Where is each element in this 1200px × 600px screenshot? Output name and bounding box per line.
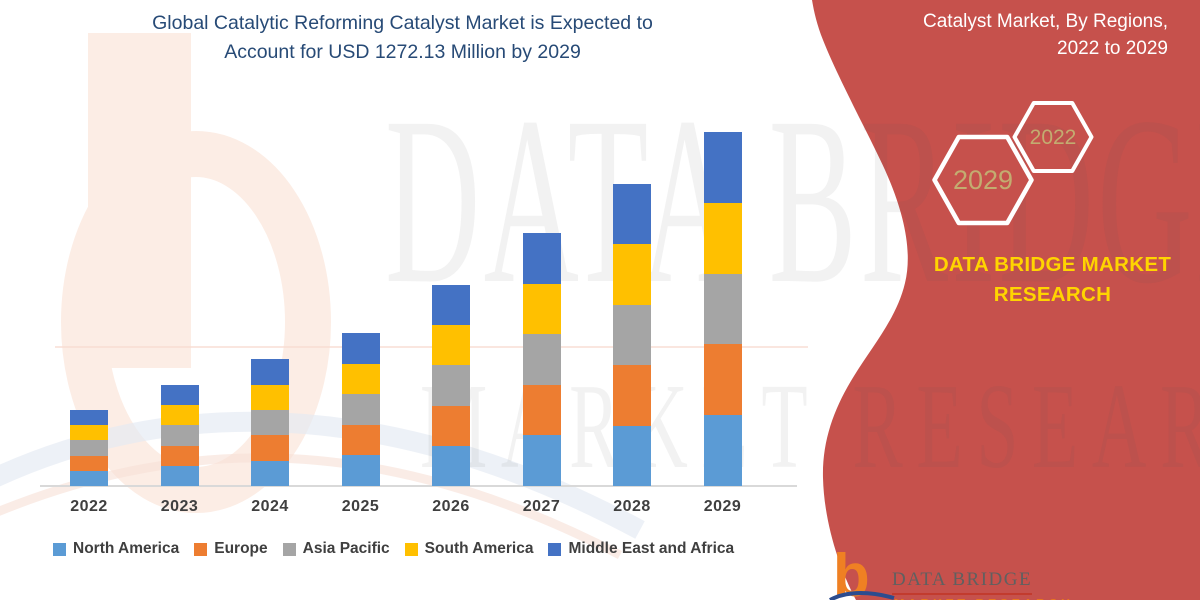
side-panel-heading: Catalyst Market, By Regions, 2022 to 202… (923, 8, 1168, 62)
bar-segment (522, 233, 561, 284)
legend-marker (548, 542, 562, 556)
watermark-logo-bowl (61, 131, 331, 513)
bar-segment (251, 435, 289, 461)
year-hexagons: 2022 2029 (932, 101, 1094, 226)
bar-segment (522, 334, 561, 385)
chart-title-line2: Account for USD 1272.13 Million by 2029 (224, 41, 581, 63)
chart-title: Global Catalytic Reforming Catalyst Mark… (55, 9, 750, 67)
bar-segment (703, 344, 742, 416)
legend-marker (194, 542, 208, 556)
bar-2024 (251, 359, 289, 486)
legend-item: Europe (194, 540, 268, 558)
chart-title-line1: Global Catalytic Reforming Catalyst Mark… (152, 12, 653, 34)
bar-segment (70, 455, 108, 471)
bar-2023 (160, 384, 199, 486)
panel-brand-text: DATA BRIDGE MARKET RESEARCH (930, 250, 1175, 310)
bar-segment (432, 405, 470, 446)
bar-segment (522, 283, 561, 335)
bar-2025 (341, 332, 380, 486)
side-panel-background (812, 0, 1200, 600)
bar-segment (522, 435, 561, 486)
bar-segment (160, 384, 199, 405)
hexagon-2029-label: 2029 (953, 165, 1013, 195)
panel-brand-line1: DATA BRIDGE MARKET (933, 253, 1172, 276)
hexagon-2022 (1012, 101, 1094, 173)
legend-marker (282, 542, 296, 556)
bar-2026 (432, 285, 470, 486)
bar-2028 (613, 183, 651, 486)
footer-logo-b-icon: b (833, 542, 870, 600)
x-axis-label: 2027 (522, 498, 561, 515)
x-axis-line (40, 485, 797, 487)
bar-segment (160, 425, 199, 446)
legend-label: Middle East and Africa (568, 540, 735, 557)
bar-2029 (703, 132, 742, 486)
bar-segment (341, 394, 380, 425)
panel-brand-line2: RESEARCH (993, 283, 1112, 306)
footer-logo-name: DATA BRIDGE (892, 569, 1033, 590)
bar-2027 (522, 233, 561, 486)
bar-segment (341, 363, 380, 395)
bar-segment (70, 425, 108, 441)
bar-segment (432, 365, 470, 406)
bar-segment (432, 285, 470, 326)
x-axis-label: 2024 (251, 498, 289, 515)
legend-label: South America (424, 540, 534, 557)
bar-segment (251, 409, 289, 436)
legend-label: North America (73, 540, 180, 557)
bar-segment (341, 424, 380, 456)
x-axis-label: 2026 (432, 498, 470, 515)
legend-label: Europe (214, 540, 268, 557)
x-axis-label: 2028 (613, 498, 651, 515)
bar-segment (251, 384, 289, 410)
legend-item: Asia Pacific (282, 540, 390, 558)
x-axis-label: 2025 (341, 498, 380, 515)
legend-label: Asia Pacific (302, 540, 390, 557)
side-panel-heading-line2: 2022 to 2029 (1057, 38, 1168, 59)
bar-segment (613, 304, 651, 366)
bar-segment (703, 132, 742, 203)
bar-segment (251, 460, 289, 486)
bar-segment (613, 244, 651, 305)
bar-segment (703, 202, 742, 274)
bar-segment (160, 405, 199, 426)
bar-segment (613, 183, 651, 245)
legend: North America Europe Asia Pacific South Ame… (53, 540, 734, 558)
bar-segment (160, 445, 199, 466)
hexagon-2022-label: 2022 (1030, 126, 1077, 149)
bar-segment (160, 465, 199, 486)
bar-segment (703, 415, 742, 486)
bar-segment (251, 359, 289, 385)
bar-segment (341, 455, 380, 486)
footer-logo-swoosh-icon (829, 591, 895, 600)
legend-marker (53, 542, 66, 556)
watermark-accent-line (55, 346, 808, 348)
bar-segment (703, 273, 742, 345)
bar-segment (432, 325, 470, 366)
legend-marker (404, 542, 418, 556)
bar-segment (70, 470, 108, 486)
footer-logo: b DATA BRIDGE MARKET RESEARCH (829, 546, 1093, 600)
bar-segment (432, 445, 470, 486)
legend-item: Middle East and Africa (548, 540, 734, 558)
bar-segment (522, 384, 561, 436)
bar-segment (70, 440, 108, 456)
bar-2022 (70, 410, 108, 486)
side-panel-heading-line1: Catalyst Market, By Regions, (923, 11, 1168, 32)
footer-logo-subtitle: MARKET RESEARCH (894, 597, 1074, 600)
bar-segment (613, 365, 651, 426)
x-axis-label: 2029 (703, 498, 742, 515)
x-axis-label: 2022 (70, 498, 108, 515)
x-axis-label: 2023 (160, 498, 199, 515)
bar-segment (341, 332, 380, 364)
bar-segment (613, 425, 651, 486)
hexagon-2029 (932, 134, 1034, 226)
bar-segment (70, 410, 108, 426)
legend-item: South America (404, 540, 534, 558)
legend-item: North America (53, 540, 179, 558)
footer-logo-divider (892, 593, 1032, 595)
